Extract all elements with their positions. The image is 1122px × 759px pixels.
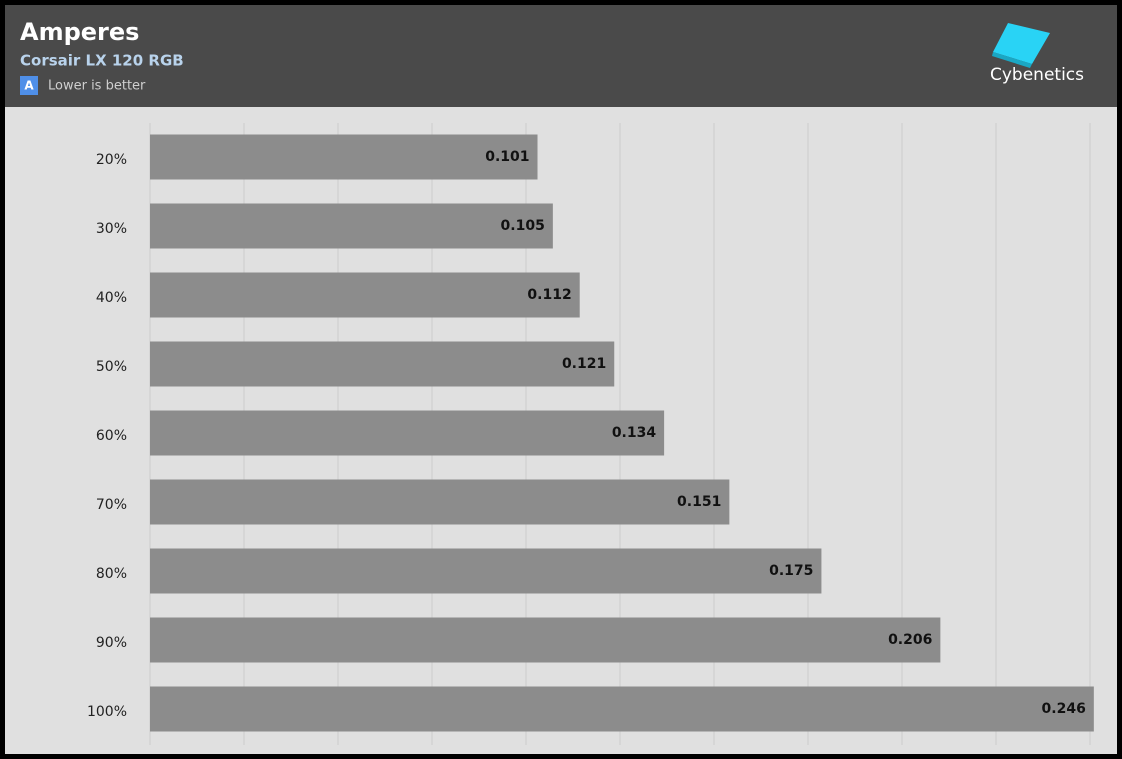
value-label: 0.246 [1042,701,1086,717]
value-label: 0.151 [677,494,721,510]
y-tick-label: 50% [96,359,127,375]
bar [150,686,1094,732]
bars: 20% 0.101 30% 0.105 40% 0.112 50% 0.121 60% 0.134… [87,134,1094,732]
y-tick-label: 100% [87,704,127,720]
brand: Cybenetics [990,65,1084,85]
value-label: 0.105 [501,218,545,234]
value-label: 0.175 [769,563,813,579]
value-label: 0.121 [562,356,606,372]
bar [150,479,730,525]
y-tick-label: 60% [96,428,127,444]
y-tick-label: 30% [96,221,127,237]
bar [150,341,615,387]
bar [150,134,538,180]
header [5,5,1117,107]
bar [150,617,941,663]
bar [150,548,822,594]
badge-box [20,76,38,95]
y-tick-label: 70% [96,497,127,513]
bar [150,272,580,318]
value-label: 0.101 [485,149,529,165]
y-tick-label: 80% [96,566,127,582]
logo-mark [993,23,1050,64]
chart-subtitle: Corsair LX 120 RGB [20,52,184,70]
value-label: 0.206 [888,632,932,648]
bar [150,410,665,456]
value-label: 0.112 [527,287,571,303]
y-tick-label: 20% [96,152,127,168]
chart-title: Amperes [20,18,139,46]
y-tick-label: 40% [96,290,127,306]
bar [150,203,553,249]
logo-mark-edge [992,52,1032,68]
y-tick-label: 90% [96,635,127,651]
logo: Cybenetics [990,23,1084,85]
note: Lower is better [48,79,146,94]
badge: A [24,79,34,93]
value-label: 0.134 [612,425,657,441]
